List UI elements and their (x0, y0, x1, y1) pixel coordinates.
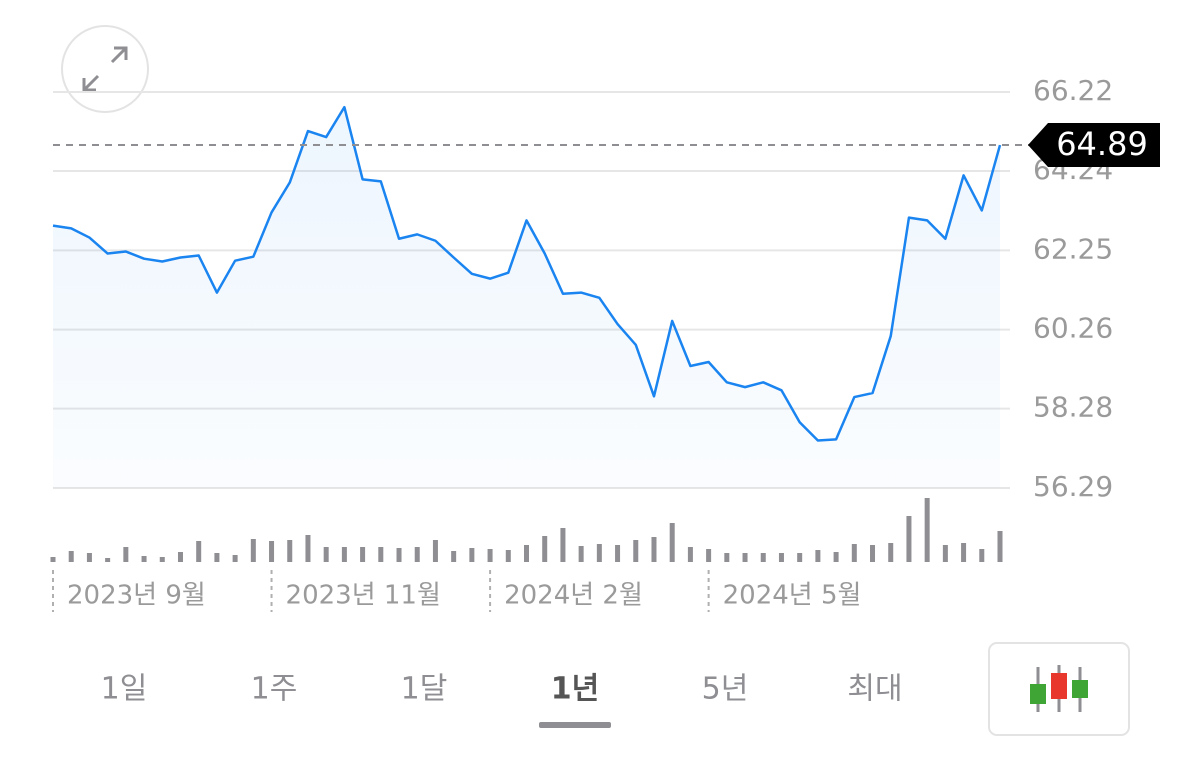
volume-bar (815, 550, 821, 562)
last-value-tag (1028, 123, 1160, 168)
volume-bar (159, 557, 165, 562)
volume-bar (432, 540, 438, 562)
volume-bar (105, 558, 111, 562)
range-tab[interactable]: 최대 (847, 672, 902, 707)
volume-bar (997, 531, 1003, 562)
volume-bar (560, 528, 566, 562)
chart-type-button[interactable] (988, 642, 1130, 736)
volume-bar (360, 547, 366, 562)
expand-button[interactable] (61, 25, 149, 113)
y-tick-label: 60.26 (1033, 312, 1113, 345)
range-tab[interactable]: 1주 (251, 672, 298, 707)
volume-bar (505, 550, 511, 562)
x-tick-label: 2023년 11월 (286, 581, 441, 611)
volume-bar (50, 557, 56, 562)
volume-bar (341, 547, 347, 562)
volume-bar (469, 548, 475, 562)
volume-bar (323, 547, 329, 562)
volume-bar (979, 549, 985, 562)
volume-bar (924, 498, 930, 562)
volume-bar (760, 553, 766, 562)
volume-bar (942, 545, 948, 562)
volume-bar (542, 536, 548, 562)
y-tick-label: 58.28 (1033, 391, 1113, 424)
volume-bar (287, 540, 293, 562)
volume-bar (524, 545, 529, 562)
volume-bar (378, 547, 384, 562)
volume-bar (214, 553, 220, 562)
volume-bar (961, 543, 967, 562)
volume-bar (724, 553, 730, 562)
last-value-label: 64.89 (1056, 125, 1148, 163)
range-tab[interactable]: 1일 (101, 672, 148, 707)
volume-bar (870, 545, 876, 562)
volume-bar (451, 551, 457, 562)
range-tab[interactable]: 1달 (401, 672, 448, 707)
volume-bar (232, 555, 238, 562)
x-tick-label: 2024년 5월 (723, 581, 862, 611)
volume-bar (141, 556, 147, 562)
volume-bar (906, 516, 912, 562)
volume-bar (615, 545, 621, 562)
volume-bar (68, 551, 74, 562)
y-tick-label: 66.22 (1033, 74, 1113, 107)
volume-bar (123, 547, 129, 562)
volume-bar (833, 552, 839, 562)
range-tab[interactable]: 1년 (551, 672, 599, 707)
volume-bar (742, 553, 748, 562)
volume-bar (269, 541, 275, 562)
volume-bar (687, 547, 693, 562)
volume-bar (797, 553, 803, 562)
volume-bar (196, 541, 202, 562)
selected-tab-underline (539, 722, 611, 728)
volume-bar (396, 548, 402, 562)
volume-bar (250, 539, 256, 562)
volume-bar (487, 549, 493, 562)
area-fill (53, 107, 1000, 488)
volume-bar (596, 544, 602, 562)
x-tick-label: 2023년 9월 (67, 581, 206, 611)
volume-bar (578, 546, 584, 562)
y-tick-label: 62.25 (1033, 232, 1113, 265)
volume-bar (706, 549, 712, 562)
range-tab[interactable]: 5년 (702, 672, 749, 707)
volume-bar (651, 537, 657, 562)
volume-bar (778, 553, 784, 562)
volume-bar (177, 552, 183, 562)
y-tick-label: 56.29 (1033, 470, 1113, 503)
volume-bar (669, 523, 675, 562)
x-tick-label: 2024년 2월 (504, 581, 643, 611)
volume-bar (633, 540, 639, 562)
volume-bar (414, 547, 420, 562)
price-line (52, 105, 1002, 442)
volume-bar (86, 553, 92, 562)
volume-bar (888, 543, 894, 562)
volume-bar (305, 535, 311, 562)
volume-bar (851, 544, 857, 562)
